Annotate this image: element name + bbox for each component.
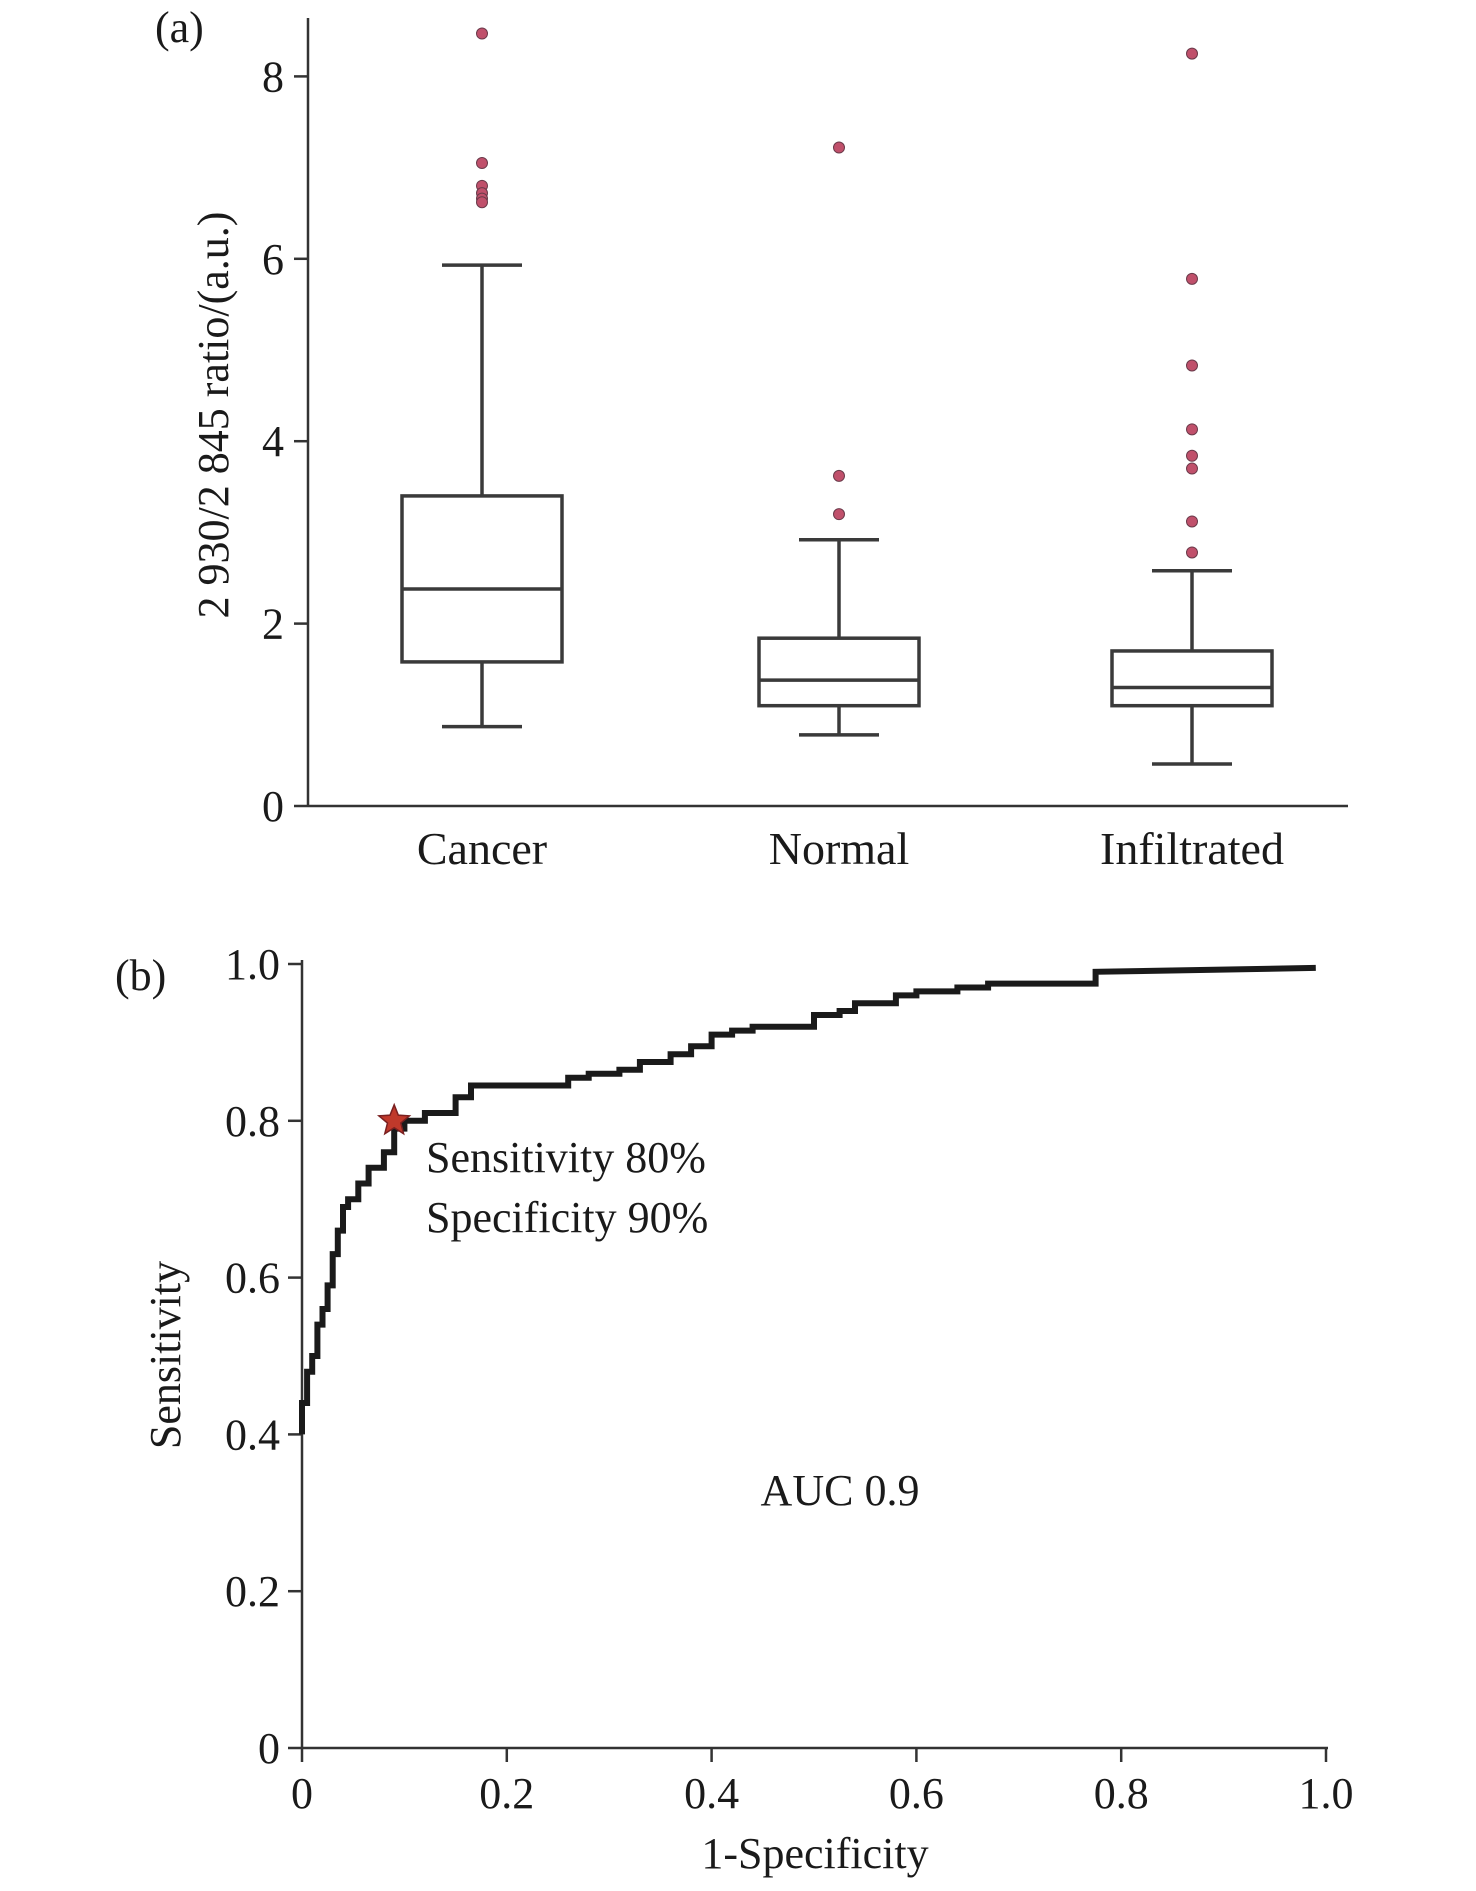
y-tick-label-a: 2 [262, 600, 284, 649]
outlier-point [1186, 359, 1198, 372]
outlier-point [833, 469, 845, 482]
annotation-specificity: Specificity 90% [426, 1193, 708, 1242]
annotation-sensitivity: Sensitivity 80% [426, 1133, 706, 1182]
y-ticks-a: 0 2 4 6 8 [262, 52, 308, 831]
outlier-point [1186, 47, 1198, 60]
outlier-point [1186, 449, 1198, 462]
cutoff-point-star [376, 1102, 412, 1136]
y-tick-label-b: 0 [258, 1724, 280, 1773]
x-tick-label-b: 0.6 [889, 1769, 944, 1818]
outlier-point [833, 508, 845, 521]
y-ticks-b: 0 0.2 0.4 0.6 0.8 1.0 [225, 940, 302, 1773]
category-label-a: Normal [769, 823, 910, 874]
x-tick-label-b: 1.0 [1299, 1769, 1354, 1818]
category-labels-a: Cancer Normal Infiltrated [417, 823, 1284, 874]
annotation-auc: AUC 0.9 [761, 1466, 920, 1515]
box-normal [757, 141, 921, 737]
y-tick-label-b: 0.8 [225, 1097, 280, 1146]
outlier-point [1186, 515, 1198, 528]
x-tick-label-b: 0.8 [1094, 1769, 1149, 1818]
box-iqr [400, 494, 564, 664]
outlier-point [476, 157, 488, 170]
outlier-point [1186, 272, 1198, 285]
category-label-a: Infiltrated [1100, 823, 1284, 874]
cutoff-star-shape [376, 1102, 412, 1136]
x-axis-label-b: 1-Specificity [701, 1829, 928, 1878]
box-cancer [400, 27, 564, 729]
y-tick-label-a: 8 [262, 52, 284, 101]
outlier-point [1186, 546, 1198, 559]
outlier-point [833, 141, 845, 154]
box-iqr [757, 636, 921, 708]
outlier-point [476, 27, 488, 40]
y-tick-label-a: 6 [262, 235, 284, 284]
y-tick-label-b: 0.2 [225, 1567, 280, 1616]
category-label-a: Cancer [417, 823, 547, 874]
outlier-point [476, 196, 488, 209]
x-ticks-b: 0 0.2 0.4 0.6 0.8 1.0 [291, 1748, 1354, 1818]
y-tick-label-a: 4 [262, 417, 284, 466]
box-iqr [1110, 649, 1274, 708]
roc-panel: (b) Sensitivity 1-Specificity 0 0.2 0.4 0.6… [115, 940, 1354, 1878]
outlier-point [1186, 423, 1198, 436]
box-plot-panel: (a) 2 930/2 845 ratio/(a.u.) 0 2 4 6 8 Cance… [155, 3, 1348, 874]
outlier-point [1186, 462, 1198, 475]
panel-label-b: (b) [115, 951, 166, 1000]
roc-curve [299, 964, 1316, 1435]
y-tick-label-a: 0 [262, 782, 284, 831]
box-infiltrated [1110, 47, 1274, 766]
x-tick-label-b: 0 [291, 1769, 313, 1818]
y-tick-label-b: 0.6 [225, 1254, 280, 1303]
y-tick-label-b: 1.0 [225, 940, 280, 989]
y-axis-label-b: Sensitivity [141, 1261, 190, 1449]
panel-label-a: (a) [155, 3, 204, 52]
y-axis-label-a: 2 930/2 845 ratio/(a.u.) [189, 212, 238, 619]
x-tick-label-b: 0.4 [684, 1769, 739, 1818]
x-tick-label-b: 0.2 [479, 1769, 534, 1818]
y-tick-label-b: 0.4 [225, 1410, 280, 1459]
boxes-a [400, 27, 1274, 766]
